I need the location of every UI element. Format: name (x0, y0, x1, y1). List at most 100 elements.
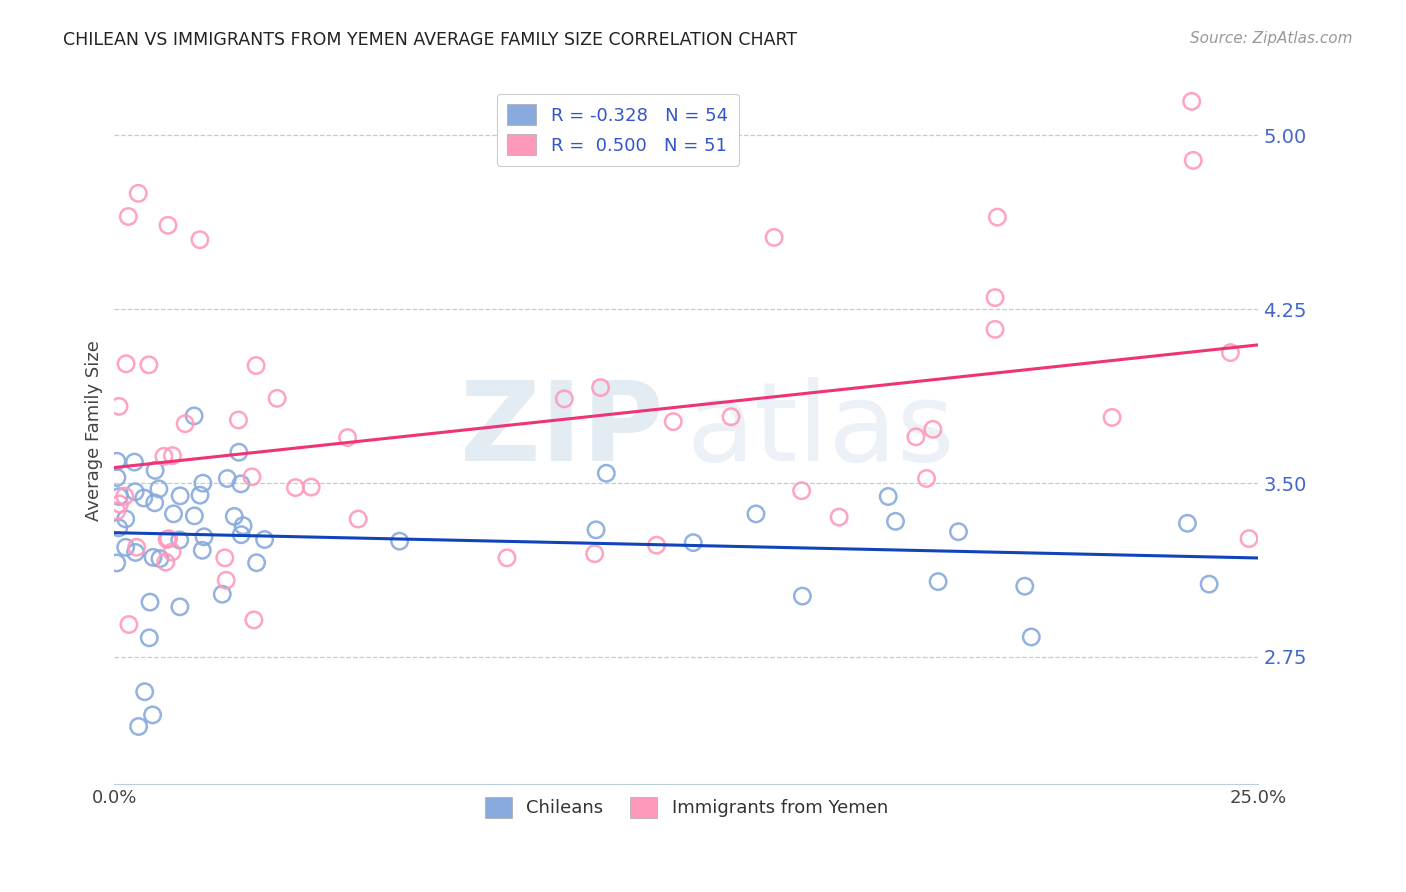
Point (682, 535, 704, 549)
Point (124, 455, 146, 469)
Point (214, 550, 236, 565)
Point (266, 392, 288, 406)
Point (224, 509, 246, 524)
Point (589, 380, 612, 394)
Point (229, 476, 252, 491)
Point (138, 631, 160, 645)
Point (118, 617, 141, 632)
Point (284, 481, 307, 495)
Point (157, 219, 180, 233)
Point (1198, 577, 1220, 591)
Point (105, 454, 128, 468)
Point (1177, 516, 1199, 531)
Legend: Chileans, Immigrants from Yemen: Chileans, Immigrants from Yemen (478, 789, 896, 825)
Point (496, 550, 519, 565)
Point (114, 489, 136, 503)
Point (245, 359, 267, 373)
Point (884, 514, 907, 528)
Point (156, 533, 179, 547)
Point (232, 518, 254, 533)
Point (174, 417, 197, 431)
Point (877, 490, 900, 504)
Point (117, 210, 139, 224)
Point (183, 409, 205, 423)
Point (984, 322, 1007, 336)
Point (1237, 532, 1260, 546)
Point (128, 719, 150, 733)
Point (253, 533, 276, 547)
Point (124, 484, 146, 499)
Text: atlas: atlas (686, 377, 955, 484)
Point (1219, 345, 1241, 359)
Text: Source: ZipAtlas.com: Source: ZipAtlas.com (1189, 31, 1353, 46)
Point (138, 358, 160, 372)
Point (645, 538, 668, 552)
Point (1019, 630, 1042, 644)
Point (169, 599, 191, 614)
Point (191, 476, 214, 491)
Point (585, 523, 607, 537)
Point (553, 392, 575, 406)
Point (927, 574, 949, 589)
Point (986, 210, 1008, 224)
Point (828, 510, 851, 524)
Point (1182, 153, 1205, 168)
Point (125, 540, 148, 554)
Point (763, 230, 786, 244)
Point (149, 551, 172, 566)
Point (157, 532, 180, 546)
Point (132, 491, 155, 505)
Point (231, 527, 253, 541)
Point (790, 483, 813, 498)
Point (142, 707, 165, 722)
Point (124, 545, 146, 559)
Point (143, 496, 166, 510)
Point (922, 422, 945, 436)
Point (191, 543, 214, 558)
Point (246, 556, 269, 570)
Point (114, 541, 136, 555)
Point (162, 449, 184, 463)
Point (583, 547, 606, 561)
Point (299, 480, 322, 494)
Point (160, 545, 183, 559)
Point (336, 431, 359, 445)
Point (984, 291, 1007, 305)
Point (948, 524, 970, 539)
Point (169, 489, 191, 503)
Point (1014, 579, 1036, 593)
Point (240, 470, 263, 484)
Point (388, 534, 411, 549)
Point (148, 482, 170, 496)
Point (114, 512, 136, 526)
Point (105, 504, 128, 518)
Point (169, 533, 191, 547)
Point (139, 595, 162, 609)
Point (745, 507, 768, 521)
Point (188, 233, 211, 247)
Point (162, 507, 184, 521)
Point (915, 471, 938, 485)
Point (107, 521, 129, 535)
Text: CHILEAN VS IMMIGRANTS FROM YEMEN AVERAGE FAMILY SIZE CORRELATION CHART: CHILEAN VS IMMIGRANTS FROM YEMEN AVERAGE… (63, 31, 797, 49)
Point (108, 400, 131, 414)
Point (115, 357, 138, 371)
Point (188, 488, 211, 502)
Point (595, 467, 617, 481)
Point (142, 550, 165, 565)
Point (662, 415, 685, 429)
Point (155, 555, 177, 569)
Point (134, 684, 156, 698)
Text: ZIP: ZIP (460, 377, 664, 484)
Point (153, 450, 176, 464)
Point (1101, 410, 1123, 425)
Point (183, 508, 205, 523)
Point (720, 409, 742, 424)
Point (228, 413, 250, 427)
Point (217, 471, 239, 485)
Point (105, 556, 128, 570)
Point (211, 587, 233, 601)
Point (108, 490, 131, 504)
Point (108, 497, 131, 511)
Point (215, 574, 238, 588)
